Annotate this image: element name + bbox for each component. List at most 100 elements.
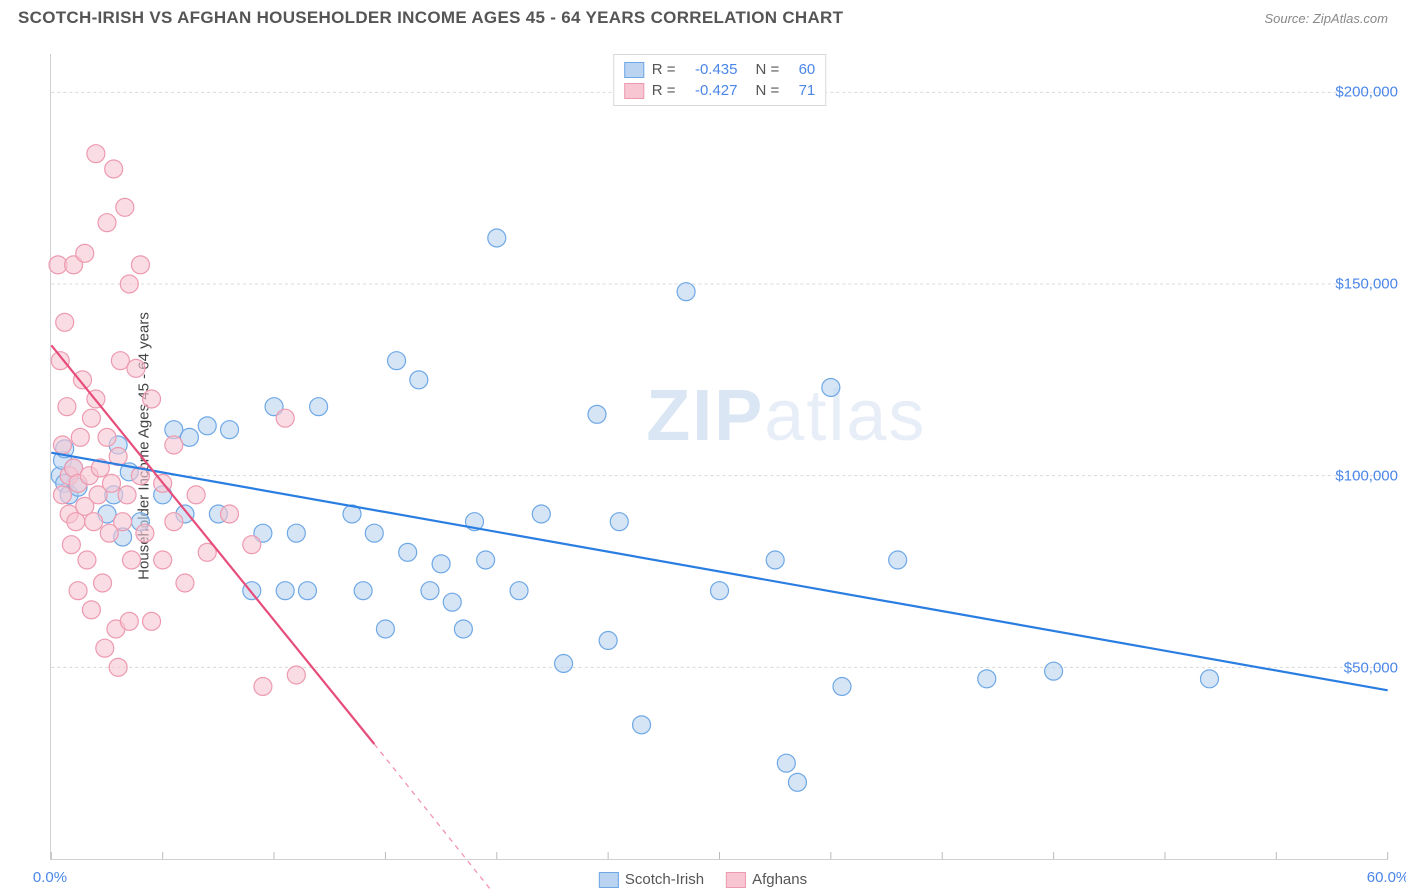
data-point <box>677 283 695 301</box>
data-point <box>588 405 606 423</box>
chart-plot-area: ZIPatlas R = -0.435 N = 60 R = -0.427 N … <box>50 54 1388 860</box>
data-point <box>187 486 205 504</box>
trend-line <box>51 453 1387 691</box>
y-tick-label: $50,000 <box>1344 660 1398 677</box>
y-tick-label: $100,000 <box>1335 468 1398 485</box>
data-point <box>82 409 100 427</box>
legend-swatch <box>599 872 619 888</box>
data-point <box>276 409 294 427</box>
data-point <box>254 678 272 696</box>
y-tick-label: $200,000 <box>1335 84 1398 101</box>
data-point <box>221 505 239 523</box>
y-tick-label: $150,000 <box>1335 276 1398 293</box>
data-point <box>53 436 71 454</box>
data-point <box>87 145 105 163</box>
data-point <box>833 678 851 696</box>
data-point <box>114 513 132 531</box>
legend-series: Scotch-Irish Afghans <box>599 871 807 888</box>
data-point <box>69 582 87 600</box>
data-point <box>123 551 141 569</box>
data-point <box>120 275 138 293</box>
data-point <box>56 313 74 331</box>
data-point <box>98 214 116 232</box>
data-point <box>354 582 372 600</box>
data-point <box>53 486 71 504</box>
data-point <box>1045 662 1063 680</box>
data-point <box>102 474 120 492</box>
data-point <box>287 666 305 684</box>
data-point <box>136 524 154 542</box>
data-point <box>94 574 112 592</box>
legend-series-label: Scotch-Irish <box>625 871 704 888</box>
data-point <box>105 160 123 178</box>
data-point <box>365 524 383 542</box>
data-point <box>555 655 573 673</box>
data-point <box>127 359 145 377</box>
data-point <box>287 524 305 542</box>
legend-correlation-box: R = -0.435 N = 60 R = -0.427 N = 71 <box>613 54 827 106</box>
data-point <box>822 379 840 397</box>
data-point <box>889 551 907 569</box>
legend-correlation-row: R = -0.435 N = 60 <box>624 59 816 80</box>
source-credit: Source: ZipAtlas.com <box>1264 11 1388 26</box>
data-point <box>85 513 103 531</box>
data-point <box>143 612 161 630</box>
data-point <box>71 428 89 446</box>
data-point <box>310 398 328 416</box>
x-tick-label: 60.0% <box>1367 869 1406 886</box>
data-point <box>276 582 294 600</box>
chart-title: SCOTCH-IRISH VS AFGHAN HOUSEHOLDER INCOM… <box>18 8 843 28</box>
data-point <box>51 352 69 370</box>
data-point <box>298 582 316 600</box>
scatter-svg <box>51 54 1388 859</box>
data-point <box>766 551 784 569</box>
data-point <box>243 536 261 554</box>
data-point <box>1201 670 1219 688</box>
data-point <box>165 513 183 531</box>
data-point <box>96 639 114 657</box>
data-point <box>711 582 729 600</box>
data-point <box>143 390 161 408</box>
data-point <box>388 352 406 370</box>
data-point <box>58 398 76 416</box>
data-point <box>120 612 138 630</box>
data-point <box>399 543 417 561</box>
legend-correlation-row: R = -0.427 N = 71 <box>624 80 816 101</box>
data-point <box>788 773 806 791</box>
data-point <box>532 505 550 523</box>
data-point <box>477 551 495 569</box>
legend-swatch <box>624 83 644 99</box>
legend-series-item: Scotch-Irish <box>599 871 704 888</box>
data-point <box>488 229 506 247</box>
legend-swatch <box>624 62 644 78</box>
data-point <box>109 658 127 676</box>
data-point <box>176 574 194 592</box>
data-point <box>118 486 136 504</box>
data-point <box>165 436 183 454</box>
data-point <box>633 716 651 734</box>
data-point <box>98 428 116 446</box>
data-point <box>78 551 96 569</box>
data-point <box>221 421 239 439</box>
data-point <box>82 601 100 619</box>
data-point <box>510 582 528 600</box>
data-point <box>610 513 628 531</box>
legend-series-label: Afghans <box>752 871 807 888</box>
data-point <box>443 593 461 611</box>
legend-swatch <box>726 872 746 888</box>
x-tick-label: 0.0% <box>33 869 67 886</box>
data-point <box>410 371 428 389</box>
data-point <box>116 198 134 216</box>
data-point <box>74 371 92 389</box>
data-point <box>599 632 617 650</box>
data-point <box>421 582 439 600</box>
data-point <box>777 754 795 772</box>
data-point <box>376 620 394 638</box>
data-point <box>198 417 216 435</box>
data-point <box>454 620 472 638</box>
data-point <box>76 244 94 262</box>
data-point <box>978 670 996 688</box>
data-point <box>154 551 172 569</box>
data-point <box>62 536 80 554</box>
data-point <box>131 256 149 274</box>
